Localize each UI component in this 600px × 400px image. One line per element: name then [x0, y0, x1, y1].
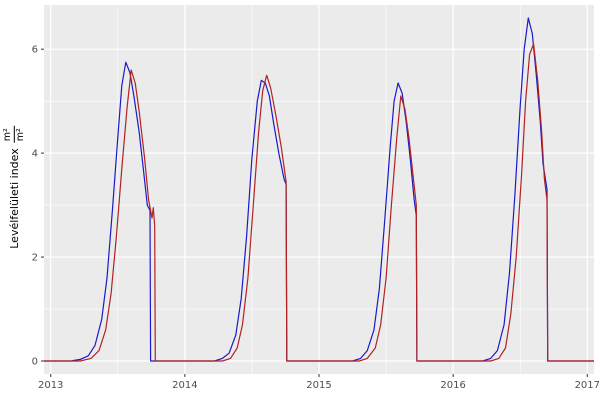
x-tick-label: 2016: [440, 380, 465, 391]
y-tick-label: 0: [32, 357, 38, 368]
y-tick-label: 4: [32, 149, 38, 160]
x-tick-label: 2015: [306, 380, 331, 391]
x-tick-label: 2017: [575, 380, 600, 391]
x-tick-label: 2013: [38, 380, 63, 391]
series-line-measured-red: [44, 43, 594, 362]
y-tick-label: 2: [32, 253, 38, 264]
y-tick-label: 6: [32, 45, 38, 56]
x-tick-label: 2014: [172, 380, 197, 391]
